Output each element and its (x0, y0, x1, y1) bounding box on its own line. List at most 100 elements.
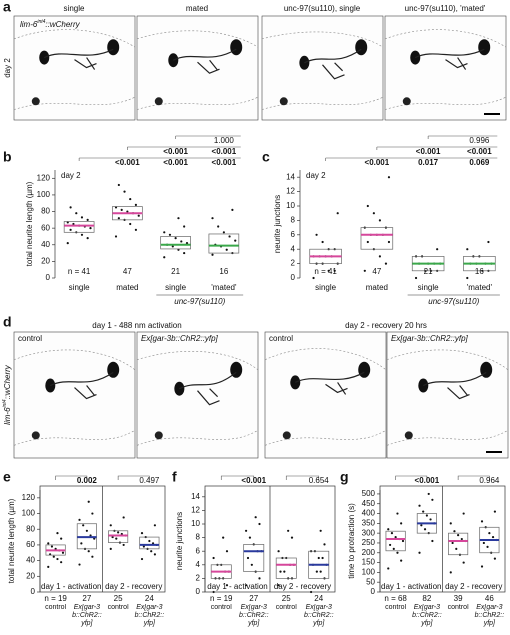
category-label: control (45, 604, 67, 611)
data-point (290, 536, 294, 539)
neuron-soma (31, 97, 40, 106)
data-point (418, 551, 421, 554)
category-box: control (276, 604, 297, 611)
worm-outline (384, 29, 507, 110)
image-frame (13, 331, 136, 459)
data-point (414, 276, 418, 280)
p-value: <0.001 (212, 158, 237, 167)
y-axis-label: neurite junctions (175, 512, 184, 570)
data-point (50, 545, 54, 548)
y-tick-label: 6 (291, 230, 296, 239)
data-point (47, 565, 50, 568)
n-label: 27 (249, 594, 258, 603)
neurite (414, 48, 485, 70)
data-point (69, 228, 72, 231)
n-label: 25 (114, 594, 123, 603)
y-tick-label: 40 (41, 240, 50, 249)
n-label: 16 (475, 267, 484, 276)
y-tick-label: 0 (31, 587, 36, 596)
worm-outline (136, 351, 259, 446)
category-label: control (447, 604, 469, 611)
y-tick-label: 0 (196, 587, 201, 596)
y-tick-label: 350 (362, 518, 376, 527)
n-label: 47 (372, 267, 381, 276)
neurite (294, 371, 365, 395)
data-point (488, 532, 491, 535)
data-point (109, 524, 112, 527)
n-label: n = 19 (210, 594, 233, 603)
y-tick-label: 100 (37, 190, 51, 199)
period-label: day 1 - activation (207, 582, 267, 591)
n-label: 47 (123, 267, 132, 276)
data-point (244, 529, 248, 532)
data-point (396, 551, 399, 554)
box (275, 557, 297, 579)
data-point (87, 500, 90, 503)
image-title: unc-97(su110), single (284, 4, 361, 13)
data-point (372, 212, 375, 215)
row-label: day 2 (3, 58, 12, 78)
data-point (366, 240, 369, 244)
data-point (254, 516, 257, 519)
image-frame (261, 15, 384, 121)
y-tick-label: 0 (371, 587, 376, 596)
period-label: day 2 - recovery (445, 582, 502, 591)
data-point (174, 237, 177, 240)
data-point (453, 530, 456, 533)
y-tick-label: 12 (286, 187, 295, 196)
data-point (315, 570, 318, 573)
category-label: Ex[gar-3b::ChR2::yfp] (238, 604, 269, 627)
data-point (384, 262, 388, 265)
data-point (422, 510, 425, 513)
n-label: 21 (424, 267, 433, 276)
data-point (228, 235, 231, 238)
data-point (321, 556, 324, 560)
data-point (431, 498, 434, 501)
p-value: <0.001 (467, 147, 492, 156)
data-point (336, 212, 339, 215)
p-value: 0.996 (469, 136, 490, 145)
data-point (153, 524, 156, 527)
data-point (400, 522, 403, 525)
data-point (277, 584, 280, 587)
y-tick-label: 120 (22, 493, 36, 502)
data-point (396, 512, 399, 515)
data-point (387, 528, 390, 531)
text-part: int4 (2, 399, 8, 407)
box (63, 221, 95, 233)
box (448, 532, 469, 556)
data-point (69, 206, 72, 209)
data-point (225, 584, 229, 587)
n-label: 39 (454, 594, 463, 603)
image-frame (13, 15, 136, 121)
y-tick-label: 80 (41, 207, 50, 216)
y-axis-label: total neurite length (µm) (7, 498, 16, 583)
data-point (86, 218, 89, 221)
image-frame (136, 15, 259, 121)
image-frame (136, 331, 259, 459)
data-point (222, 536, 225, 539)
y-tick-label: 250 (362, 538, 376, 547)
category-label: single (69, 283, 90, 292)
y-tick-label: 6 (196, 546, 201, 555)
n-label: 82 (422, 594, 431, 603)
box (208, 233, 240, 254)
category-label: single (315, 283, 336, 292)
y-tick-label: 60 (26, 540, 35, 549)
p-value: <0.001 (212, 147, 237, 156)
n-label: n = 68 (384, 594, 407, 603)
data-point (327, 269, 330, 272)
neurite (173, 48, 237, 74)
data-point (323, 543, 326, 546)
data-point (319, 570, 322, 573)
text-part: lim-6 (20, 20, 38, 29)
data-point (85, 529, 88, 532)
category-label: single (165, 283, 186, 292)
y-tick-label: 12 (191, 506, 200, 515)
data-point (401, 539, 405, 543)
micrograph (136, 331, 259, 459)
image-label: Ex[gar-3b::ChR2::yfp] (391, 334, 469, 343)
category-label: 'mated' (467, 283, 493, 292)
neuron-soma (279, 97, 288, 106)
comparison-bracket (395, 475, 428, 480)
